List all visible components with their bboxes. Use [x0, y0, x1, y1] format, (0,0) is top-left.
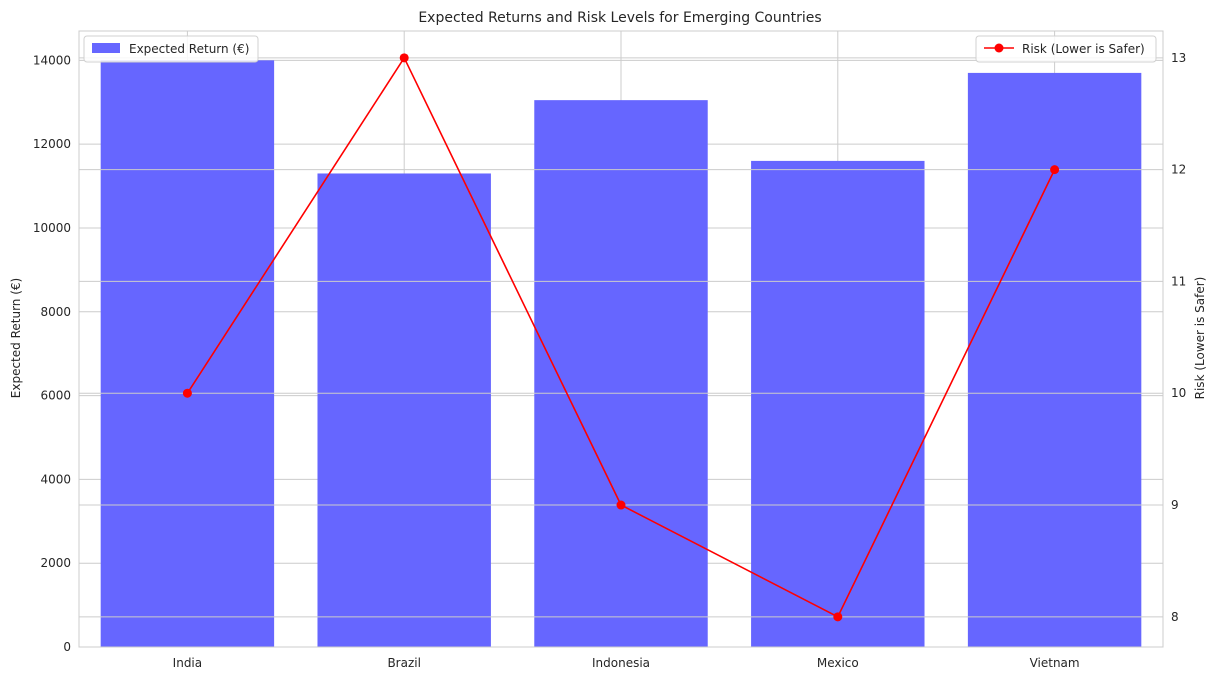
- risk-point-india: [182, 388, 192, 398]
- risk-point-brazil: [399, 53, 409, 63]
- risk-point-indonesia: [616, 500, 626, 510]
- legend-swatch-marker: [994, 43, 1004, 53]
- x-axis-ticks: India Brazil Indonesia Mexico Vietnam: [173, 656, 1080, 670]
- x-tick-label: Vietnam: [1030, 656, 1080, 670]
- y-tick-label-left: 2000: [40, 556, 71, 570]
- left-axis-ticks: 0 2000 4000 6000 8000 10000 12000 14000: [33, 53, 71, 654]
- x-tick-label: Mexico: [817, 656, 859, 670]
- bar-indonesia: [534, 100, 708, 647]
- x-tick-label: Brazil: [387, 656, 421, 670]
- plot-frame-rect: [78, 30, 1164, 648]
- legend-label-bars: Expected Return (€): [129, 42, 249, 56]
- y-tick-label-right: 10: [1171, 386, 1186, 400]
- legend-swatch-bar: [92, 43, 120, 53]
- chart-title: Expected Returns and Risk Levels for Eme…: [418, 10, 821, 26]
- x-tick-label: Indonesia: [592, 656, 650, 670]
- bar-vietnam: [967, 72, 1142, 647]
- bar-mexico: [751, 160, 925, 647]
- y-tick-label-right: 8: [1171, 610, 1179, 624]
- legend-label-line: Risk (Lower is Safer): [1022, 42, 1145, 56]
- x-tick-label: India: [173, 656, 202, 670]
- bar-india: [100, 60, 275, 648]
- legend-line: Risk (Lower is Safer): [975, 35, 1157, 63]
- risk-point-vietnam: [1050, 165, 1060, 175]
- y-tick-label-left: 8000: [40, 305, 71, 319]
- right-axis-ticks: 8 9 10 11 12 13: [1171, 51, 1186, 624]
- y-tick-label-right: 9: [1171, 498, 1179, 512]
- y-tick-label-left: 6000: [40, 389, 71, 403]
- legend-bars: Expected Return (€): [83, 35, 259, 63]
- y-tick-label-right: 13: [1171, 51, 1186, 65]
- y-tick-label-left: 14000: [33, 53, 71, 67]
- risk-point-mexico: [833, 612, 843, 622]
- bar-series: [100, 60, 1142, 648]
- legend-box: [83, 35, 259, 63]
- y-tick-label-left: 0: [63, 640, 71, 654]
- y-axis-label-left: Expected Return (€): [9, 278, 23, 398]
- y-tick-label-right: 12: [1171, 163, 1186, 177]
- y-axis-label-right: Risk (Lower is Safer): [1193, 277, 1207, 400]
- legend-box: [975, 35, 1157, 63]
- line-series: [182, 53, 1060, 622]
- plot-frame: [78, 30, 1164, 648]
- bar-brazil: [317, 173, 491, 647]
- y-tick-label-left: 10000: [33, 221, 71, 235]
- y-tick-label-right: 11: [1171, 274, 1186, 288]
- y-tick-label-left: 12000: [33, 137, 71, 151]
- y-tick-label-left: 4000: [40, 472, 71, 486]
